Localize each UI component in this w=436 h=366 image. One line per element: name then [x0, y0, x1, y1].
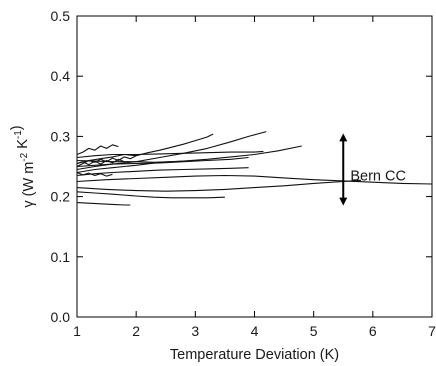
y-tick-label: 0.5	[51, 8, 71, 24]
series-line	[76, 158, 125, 166]
x-tick-label: 1	[73, 323, 81, 339]
series-line	[76, 179, 362, 192]
series-line	[76, 131, 267, 171]
y-axis: 0.0 0.1 0.2 0.3 0.4 0.5	[51, 8, 432, 325]
series-line	[76, 150, 264, 159]
series-line	[76, 202, 131, 206]
y-tick-label: 0.0	[51, 309, 71, 325]
series-line	[76, 133, 214, 165]
series-lines	[76, 131, 433, 206]
annotations: Bern CC	[339, 133, 406, 206]
x-tick-label: 3	[191, 323, 199, 339]
plot-frame	[76, 15, 433, 318]
x-tick-label: 7	[428, 323, 436, 339]
x-axis-label: Temperature Deviation (K)	[170, 347, 339, 363]
series-line	[76, 171, 113, 177]
x-tick-label: 6	[369, 323, 377, 339]
series-line	[76, 156, 249, 168]
series-line	[76, 174, 433, 185]
x-tick-label: 4	[251, 323, 259, 339]
x-tick-label: 2	[132, 323, 140, 339]
y-axis-label: γ (W m-2 K-1)	[9, 125, 37, 207]
series-line	[76, 144, 119, 156]
y-tick-label: 0.2	[51, 189, 71, 205]
y-tick-label: 0.1	[51, 249, 71, 265]
x-axis: 1 2 3 4 5 6 7	[73, 16, 436, 339]
y-tick-label: 0.4	[51, 68, 71, 84]
series-line	[76, 155, 137, 167]
bern-cc-label: Bern CC	[350, 169, 406, 185]
y-tick-label: 0.3	[51, 128, 71, 144]
x-tick-label: 5	[310, 323, 318, 339]
series-line	[76, 191, 225, 199]
